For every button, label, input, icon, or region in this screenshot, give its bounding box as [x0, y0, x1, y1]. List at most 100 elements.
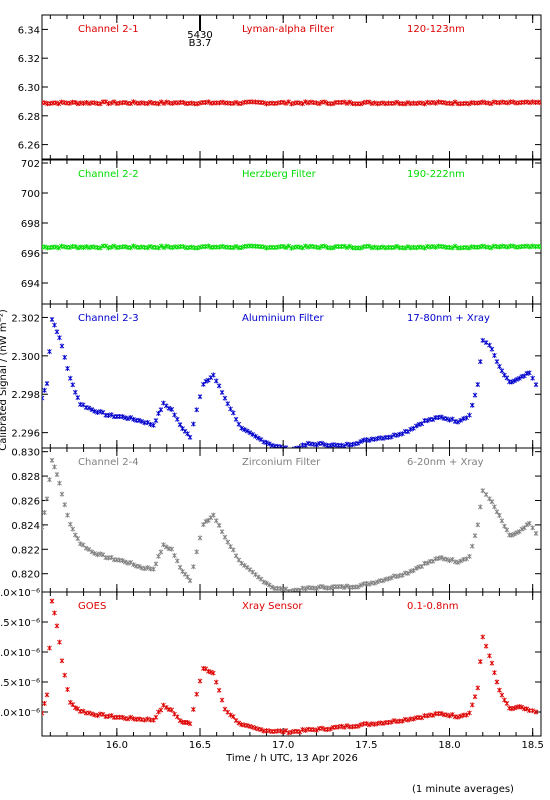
- data-point: [425, 418, 430, 424]
- panel-frame: [41, 14, 542, 160]
- data-point: [70, 526, 76, 532]
- panel-frame: [41, 159, 542, 305]
- data-point: [153, 561, 159, 567]
- data-point: [358, 582, 364, 588]
- data-point: [194, 101, 200, 107]
- y-tick-label: 3.0×10⁻⁶: [0, 708, 40, 719]
- data-point: [239, 100, 244, 106]
- data-point: [483, 340, 489, 346]
- data-point: [264, 440, 269, 446]
- data-point: [86, 710, 92, 716]
- data-point: [505, 100, 511, 106]
- data-point: [89, 711, 95, 717]
- data-point: [261, 579, 267, 585]
- data-point: [42, 524, 45, 530]
- data-point: [480, 243, 486, 249]
- data-point: [62, 354, 68, 360]
- data-point: [174, 416, 180, 422]
- event-class-label: B3.7: [189, 38, 212, 49]
- data-point: [366, 581, 372, 587]
- data-point: [438, 414, 444, 420]
- data-point: [42, 710, 45, 716]
- data-point: [291, 446, 297, 448]
- data-point: [217, 244, 222, 250]
- data-point: [472, 694, 478, 700]
- data-point: [509, 532, 515, 538]
- data-point: [54, 623, 60, 629]
- data-point: [156, 553, 161, 559]
- data-point: [106, 713, 111, 719]
- data-point: [303, 727, 308, 733]
- data-point: [305, 100, 311, 106]
- data-point: [458, 713, 464, 719]
- data-point: [70, 702, 76, 708]
- data-point: [44, 496, 50, 502]
- data-point: [297, 100, 303, 106]
- data-point: [122, 559, 128, 565]
- data-point: [380, 244, 386, 250]
- data-point: [80, 708, 86, 714]
- data-point: [42, 387, 47, 393]
- data-point: [194, 245, 200, 251]
- data-point: [219, 389, 225, 395]
- data-point: [283, 100, 289, 106]
- data-point: [122, 415, 128, 421]
- data-point: [111, 99, 117, 105]
- filter-label: Herzberg Filter: [242, 169, 317, 180]
- x-tick-label: 18.5: [522, 740, 544, 751]
- y-tick-label: 694: [21, 279, 40, 290]
- data-point: [386, 576, 391, 582]
- data-point: [181, 100, 186, 106]
- data-point: [125, 560, 131, 566]
- data-point: [219, 243, 225, 249]
- data-point: [303, 99, 308, 105]
- data-point: [400, 718, 405, 724]
- data-point: [177, 422, 183, 428]
- data-point: [327, 443, 333, 448]
- data-point: [499, 692, 505, 698]
- data-point: [512, 531, 517, 537]
- data-point: [510, 243, 516, 249]
- data-point: [467, 553, 472, 559]
- data-point: [153, 714, 159, 720]
- panel-frame: [41, 303, 542, 449]
- data-point: [444, 556, 450, 562]
- x-axis: 16.0 16.5 17.0 17.5 18.0 18.5: [106, 740, 544, 751]
- data-point: [145, 716, 150, 722]
- data-point: [303, 586, 308, 592]
- data-point: [372, 244, 377, 250]
- data-point: [44, 692, 50, 698]
- data-point: [494, 509, 500, 515]
- data-point: [438, 710, 444, 716]
- data-point: [233, 243, 239, 249]
- data-point: [175, 244, 181, 250]
- data-point: [253, 433, 258, 439]
- data-point: [191, 564, 196, 570]
- data-point: [53, 244, 59, 250]
- data-point: [158, 707, 164, 713]
- data-point: [303, 442, 308, 448]
- data-point: [228, 712, 233, 718]
- band-label: 6-20nm + Xray: [407, 457, 484, 468]
- data-point: [269, 584, 275, 590]
- data-point: [53, 100, 59, 106]
- data-point: [469, 702, 475, 708]
- data-point: [194, 407, 200, 413]
- data-point: [527, 520, 532, 526]
- data-series: [42, 243, 541, 251]
- data-point: [494, 359, 500, 365]
- data-point: [239, 244, 244, 250]
- data-point: [185, 431, 190, 437]
- data-point: [122, 244, 128, 250]
- data-point: [161, 245, 167, 251]
- data-point: [225, 539, 231, 545]
- band-label: 190-222nm: [407, 169, 465, 180]
- data-point: [380, 720, 386, 726]
- data-point: [300, 585, 305, 591]
- data-point: [80, 402, 86, 408]
- data-point: [261, 100, 267, 106]
- data-point: [524, 243, 530, 249]
- data-point: [158, 99, 164, 105]
- data-point: [230, 100, 236, 106]
- data-point: [92, 550, 97, 556]
